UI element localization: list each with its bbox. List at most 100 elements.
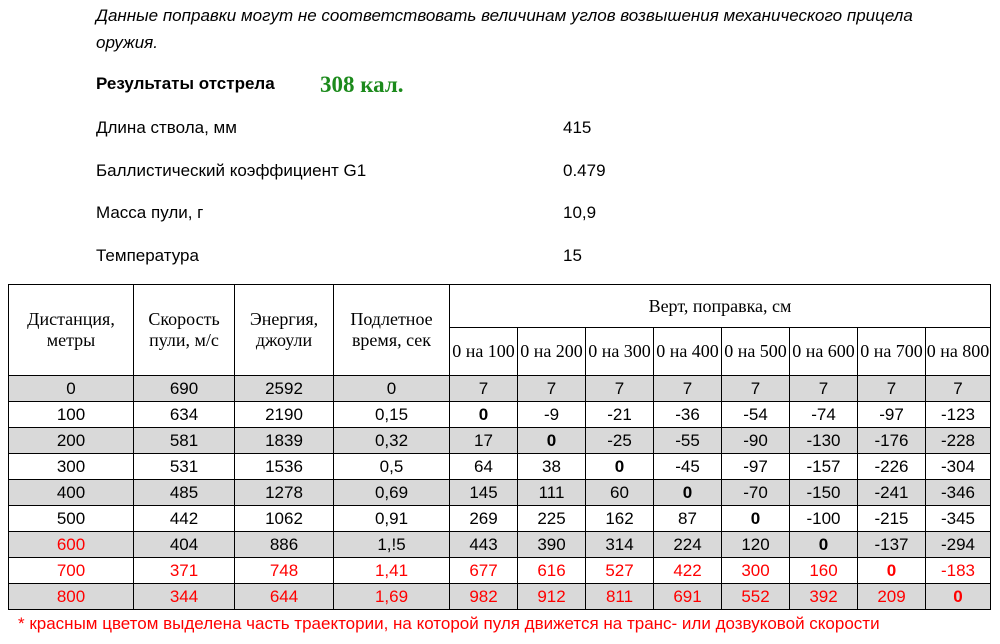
table-row: 400 485 1278 0,69 145 111 60 0 -70 -150 -241 -346 <box>8 479 991 506</box>
header-distance: Дистанция, метры <box>8 284 134 376</box>
energy-cell: 644 <box>234 583 334 610</box>
correction-cell: 162 <box>585 505 654 532</box>
correction-cell: 0 <box>653 479 722 506</box>
correction-cell: -241 <box>857 479 926 506</box>
correction-cell: 982 <box>449 583 518 610</box>
correction-cell: -130 <box>789 427 858 454</box>
correction-cell: 269 <box>449 505 518 532</box>
header-flight-time: Подлетное время, сек <box>333 284 450 376</box>
energy-cell: 886 <box>234 531 334 558</box>
table-row: 300 531 1536 0,5 64 38 0 -45 -97 -157 -226 -304 <box>8 453 991 480</box>
correction-cell: 7 <box>585 375 654 402</box>
correction-cell: 120 <box>721 531 790 558</box>
correction-cell: 224 <box>653 531 722 558</box>
param-value: 10,9 <box>563 203 597 222</box>
speed-cell: 531 <box>133 453 235 480</box>
correction-cell: -228 <box>925 427 991 454</box>
correction-cell: -97 <box>721 453 790 480</box>
correction-cell: -25 <box>585 427 654 454</box>
ballistics-table: Дистанция, метры Скорость пули, м/с Энер… <box>8 284 991 610</box>
flight-time-cell: 0,15 <box>333 401 450 428</box>
distance-cell: 100 <box>8 401 134 428</box>
correction-cell: 145 <box>449 479 518 506</box>
header-zero-5: 0 на 500 <box>721 327 790 376</box>
correction-cell: 7 <box>857 375 926 402</box>
correction-cell: 17 <box>449 427 518 454</box>
flight-time-cell: 0,32 <box>333 427 450 454</box>
correction-cell: 314 <box>585 531 654 558</box>
correction-cell: 7 <box>517 375 586 402</box>
correction-cell: -54 <box>721 401 790 428</box>
distance-cell: 400 <box>8 479 134 506</box>
correction-cell: -183 <box>925 557 991 584</box>
correction-cell: 527 <box>585 557 654 584</box>
correction-cell: -304 <box>925 453 991 480</box>
correction-cell: 443 <box>449 531 518 558</box>
correction-cell: -55 <box>653 427 722 454</box>
table-row: 500 442 1062 0,91 269 225 162 87 0 -100 -215 -345 <box>8 505 991 532</box>
speed-cell: 371 <box>133 557 235 584</box>
speed-cell: 634 <box>133 401 235 428</box>
correction-cell: 912 <box>517 583 586 610</box>
correction-cell: 111 <box>517 479 586 506</box>
correction-cell: -36 <box>653 401 722 428</box>
correction-cell: 0 <box>449 401 518 428</box>
correction-cell: -226 <box>857 453 926 480</box>
header-zero-1: 0 на 100 <box>449 327 518 376</box>
flight-time-cell: 0,91 <box>333 505 450 532</box>
correction-cell: 0 <box>721 505 790 532</box>
correction-cell: -176 <box>857 427 926 454</box>
distance-cell: 300 <box>8 453 134 480</box>
flight-time-cell: 1,41 <box>333 557 450 584</box>
speed-cell: 485 <box>133 479 235 506</box>
header-zero-2: 0 на 200 <box>517 327 586 376</box>
header-energy: Энергия, джоули <box>234 284 334 376</box>
correction-cell: 616 <box>517 557 586 584</box>
table-row: 0 690 2592 0 7 7 7 7 7 7 7 7 <box>8 375 991 402</box>
correction-cell: -215 <box>857 505 926 532</box>
param-value: 415 <box>563 118 592 137</box>
flight-time-cell: 1,!5 <box>333 531 450 558</box>
correction-cell: -45 <box>653 453 722 480</box>
correction-cell: 7 <box>653 375 722 402</box>
correction-cell: 160 <box>789 557 858 584</box>
correction-cell: -150 <box>789 479 858 506</box>
param-label: Температура <box>96 246 199 265</box>
correction-cell: 0 <box>789 531 858 558</box>
correction-cell: -90 <box>721 427 790 454</box>
correction-cell: -9 <box>517 401 586 428</box>
table-row: 600 404 886 1,!5 443 390 314 224 120 0 -137 -294 <box>8 531 991 558</box>
distance-cell: 0 <box>8 375 134 402</box>
correction-cell: -345 <box>925 505 991 532</box>
correction-cell: 677 <box>449 557 518 584</box>
correction-cell: 7 <box>721 375 790 402</box>
correction-cell: 87 <box>653 505 722 532</box>
distance-cell: 800 <box>8 583 134 610</box>
correction-cell: 38 <box>517 453 586 480</box>
header-zero-8: 0 на 800 <box>925 327 991 376</box>
correction-cell: 0 <box>585 453 654 480</box>
energy-cell: 2592 <box>234 375 334 402</box>
correction-cell: 422 <box>653 557 722 584</box>
correction-cell: 552 <box>721 583 790 610</box>
correction-cell: 60 <box>585 479 654 506</box>
header-zero-7: 0 на 700 <box>857 327 926 376</box>
table-row: 200 581 1839 0,32 17 0 -25 -55 -90 -130 -176 -228 <box>8 427 991 454</box>
flight-time-cell: 0 <box>333 375 450 402</box>
energy-cell: 1062 <box>234 505 334 532</box>
correction-cell: -123 <box>925 401 991 428</box>
correction-cell: 209 <box>857 583 926 610</box>
param-label: Длина ствола, мм <box>96 118 237 137</box>
correction-cell: -74 <box>789 401 858 428</box>
header-zero-6: 0 на 600 <box>789 327 858 376</box>
correction-cell: 7 <box>449 375 518 402</box>
correction-cell: 64 <box>449 453 518 480</box>
energy-cell: 1536 <box>234 453 334 480</box>
correction-cell: 0 <box>517 427 586 454</box>
correction-cell: -157 <box>789 453 858 480</box>
distance-cell: 500 <box>8 505 134 532</box>
header-correction-group: Верт, поправка, см <box>449 284 991 328</box>
distance-cell: 200 <box>8 427 134 454</box>
energy-cell: 748 <box>234 557 334 584</box>
table-row: 100 634 2190 0,15 0 -9 -21 -36 -54 -74 -97 -123 <box>8 401 991 428</box>
